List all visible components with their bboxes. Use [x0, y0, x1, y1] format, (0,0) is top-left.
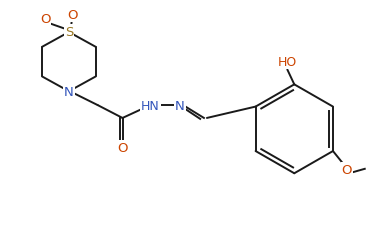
- Text: N: N: [175, 99, 185, 112]
- Text: S: S: [65, 26, 73, 39]
- Text: HO: HO: [278, 56, 297, 69]
- Text: O: O: [117, 141, 128, 154]
- Text: O: O: [68, 9, 78, 22]
- Text: N: N: [64, 85, 74, 98]
- Text: O: O: [40, 13, 50, 26]
- Text: O: O: [342, 164, 352, 177]
- Text: HN: HN: [141, 99, 160, 112]
